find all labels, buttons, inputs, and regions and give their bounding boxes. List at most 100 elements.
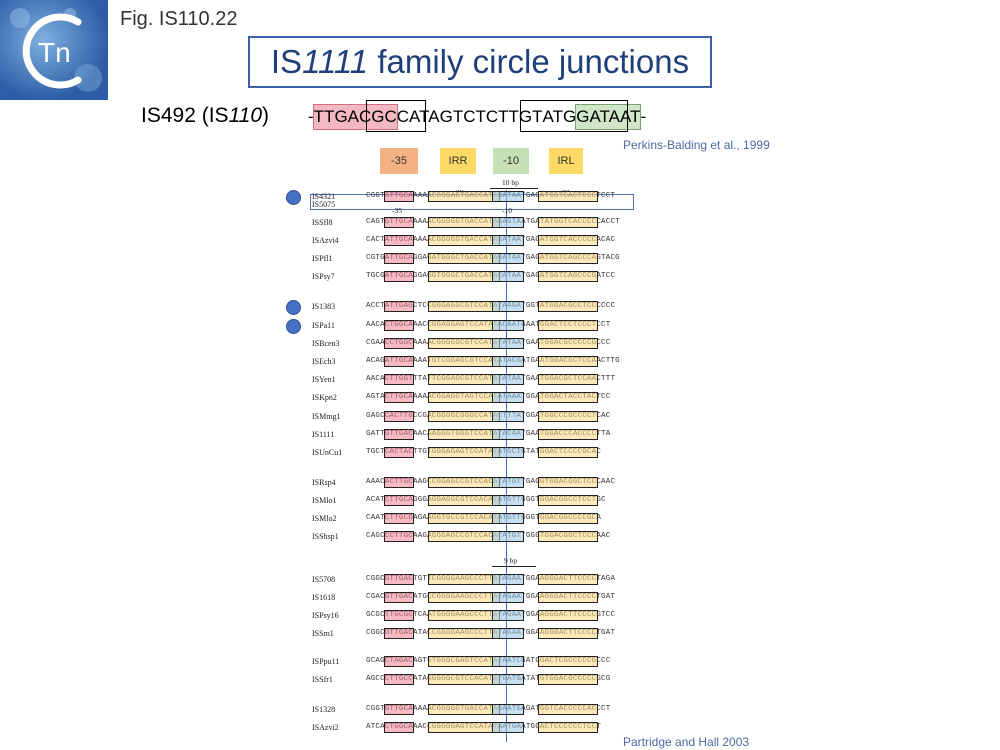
irl-box [538, 235, 598, 246]
row-marker-dot [286, 190, 301, 205]
minus10-box [492, 592, 524, 603]
irr-box [428, 656, 500, 667]
seq-minus35: TTGACGC [312, 104, 398, 130]
irr-box [428, 531, 500, 542]
seq-bracket-right [520, 100, 628, 132]
minus10-box [492, 531, 524, 542]
irr-box [428, 356, 500, 367]
irl-box [538, 374, 598, 385]
figure-label: Fig. IS110.22 [120, 8, 238, 30]
row-label: ISPfl1 [312, 254, 333, 263]
title-prefix: IS [270, 43, 303, 80]
tn-logo-icon: Tn [0, 0, 108, 100]
irr-box [428, 592, 500, 603]
irr-box [428, 235, 500, 246]
minus10-box [492, 447, 524, 458]
minus10-box [492, 411, 524, 422]
row-label: IS1383 [312, 302, 336, 311]
row-label: ISMmg1 [312, 412, 341, 421]
legend-label: -10 [503, 155, 519, 167]
seq-mid1: CATAGTCT [396, 107, 486, 126]
row-label: ISShsp1 [312, 532, 339, 541]
row-label: ISPa11 [312, 321, 335, 330]
irr-box [428, 253, 500, 264]
legend-label: IRL [557, 155, 575, 167]
minus10-box [492, 191, 524, 202]
svg-text:Tn: Tn [38, 37, 71, 68]
irr-box [428, 392, 500, 403]
minus35-box [384, 320, 414, 331]
row-label: IS4321 [312, 192, 336, 201]
minus10-box [492, 392, 524, 403]
irl-box [538, 429, 598, 440]
irl-box [538, 495, 598, 506]
bp10-annotation: 10 bp [502, 178, 519, 187]
irr-box [428, 477, 500, 488]
irl-box [538, 628, 598, 639]
reference-bottom: Partridge and Hall 2003 [623, 735, 750, 749]
minus10-box [492, 356, 524, 367]
minus10-box [492, 477, 524, 488]
irr-box [428, 338, 500, 349]
minus10-box [492, 217, 524, 228]
legend-label: -35 [391, 155, 407, 167]
minus35-box [384, 235, 414, 246]
minus10-box [492, 610, 524, 621]
minus10-box [492, 320, 524, 331]
title-suffix: family circle junctions [368, 43, 690, 80]
minus35-box [384, 574, 414, 585]
minus35-annotation: -35 [392, 206, 402, 215]
irr-box [428, 704, 500, 715]
is492-italic: 110 [228, 104, 263, 127]
row-label: ISUnCu1 [312, 448, 343, 457]
row-label: ISYen1 [312, 375, 336, 384]
minus35-box [384, 217, 414, 228]
minus35-box [384, 477, 414, 488]
row-label: ISBcen3 [312, 339, 340, 348]
irr-box [428, 513, 500, 524]
minus10-box [492, 574, 524, 585]
irr-box [428, 217, 500, 228]
row-label: ISEch3 [312, 357, 336, 366]
minus35-box [384, 722, 414, 733]
minus35-box [384, 191, 414, 202]
alignment-figure: IS4321CGGTGTTGCAAAAACGGGAGTGACCATAGATAAT… [280, 176, 634, 746]
minus10-box [492, 271, 524, 282]
irl-box [538, 447, 598, 458]
minus35-box [384, 610, 414, 621]
seq-tail: - [640, 107, 647, 126]
seq-mid3: ATG [542, 107, 577, 126]
minus35-box [384, 253, 414, 264]
minus10-box [492, 429, 524, 440]
minus35-box [384, 656, 414, 667]
reference-top: Perkins-Balding et al., 1999 [623, 138, 770, 152]
irl-box [538, 392, 598, 403]
row-label: IS5075 [312, 200, 336, 209]
irr-box [428, 610, 500, 621]
minus10-box [492, 513, 524, 524]
seq-bracket-left [366, 100, 426, 132]
irl-box [538, 338, 598, 349]
row-label: ISPsy16 [312, 611, 339, 620]
irr-box [428, 191, 500, 202]
minus35-box [384, 531, 414, 542]
minus35-box [384, 338, 414, 349]
row-label: ISAzvi4 [312, 236, 339, 245]
row-label: ISSfr1 [312, 675, 333, 684]
irl-box [538, 411, 598, 422]
irr-box [428, 429, 500, 440]
legend-irr: IRR [440, 148, 476, 174]
irl-box [538, 722, 598, 733]
irr-box [428, 722, 500, 733]
legend-irl: IRL [549, 148, 583, 174]
seq-mid2: CTTGT [485, 107, 543, 126]
irl-box [538, 674, 598, 685]
bp10-bracket [490, 188, 538, 189]
alignment-center-line [506, 190, 507, 742]
minus10-box [492, 338, 524, 349]
irl-box [538, 610, 598, 621]
irl-box [538, 253, 598, 264]
minus10-box [492, 656, 524, 667]
irl-box [538, 356, 598, 367]
legend-minus10: -10 [493, 148, 529, 174]
